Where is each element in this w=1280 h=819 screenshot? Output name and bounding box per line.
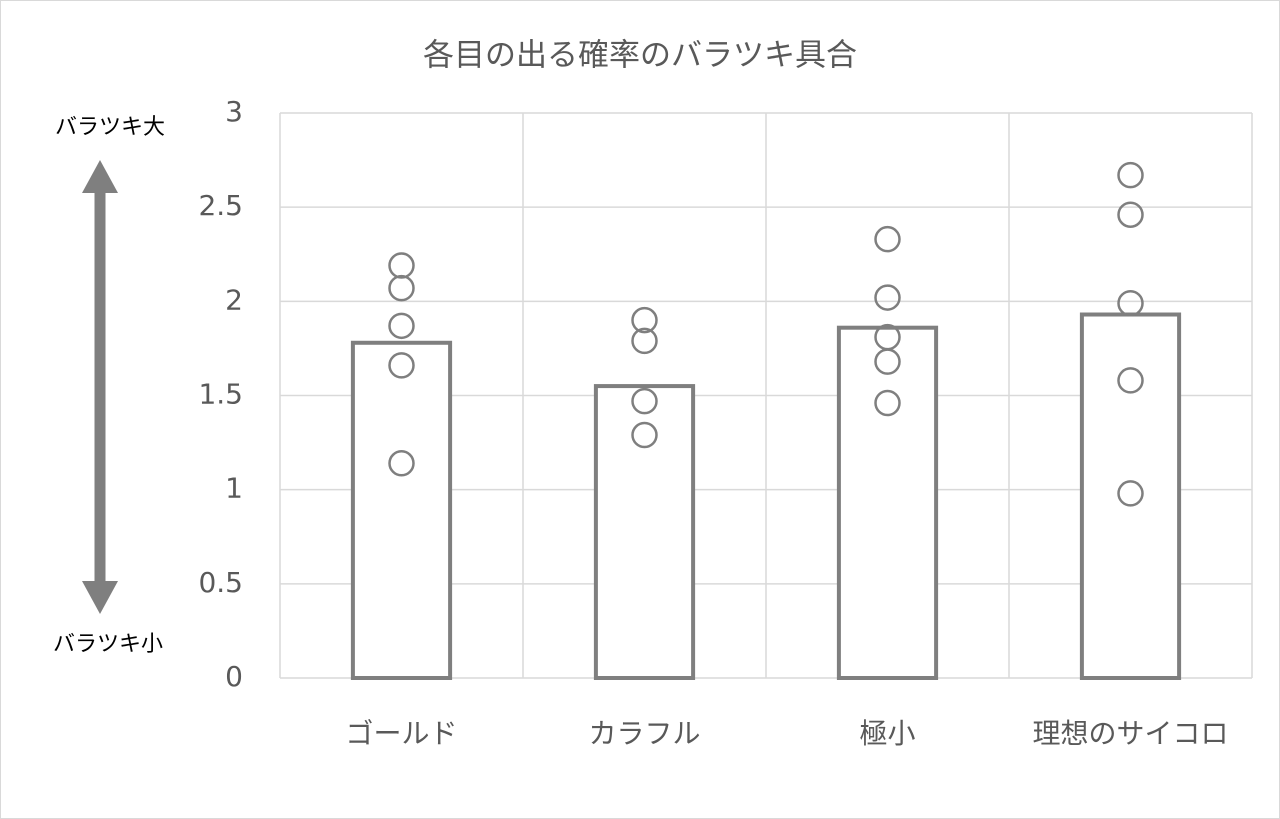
- bar: [836, 325, 939, 680]
- point: [388, 252, 415, 279]
- y-tick-label: 1.5: [198, 378, 243, 411]
- point: [631, 421, 658, 449]
- point: [631, 387, 658, 415]
- bar: [350, 340, 453, 680]
- point: [1117, 289, 1144, 317]
- chart-title: 各目の出る確率のバラツキ具合: [423, 38, 857, 74]
- x-tick-label: ゴールド: [345, 717, 457, 750]
- point: [388, 274, 415, 302]
- point: [631, 327, 658, 355]
- arrow-head-up: [82, 160, 118, 193]
- y-tick-label: 2.5: [198, 189, 243, 222]
- y-tick-label: 0.5: [198, 566, 243, 599]
- point: [874, 348, 901, 375]
- point: [874, 225, 901, 253]
- bar: [593, 384, 696, 680]
- y-tick-label: 0: [225, 660, 243, 693]
- arrow-head-down: [82, 581, 118, 614]
- y-tick-label: 3: [225, 95, 243, 128]
- y-tick-label: 2: [225, 283, 243, 316]
- y-tick-label: 1: [225, 472, 243, 505]
- point: [388, 352, 415, 379]
- point: [1117, 201, 1144, 228]
- annotation: バラツキ大: [55, 115, 165, 140]
- x-tick-label: カラフル: [588, 717, 700, 750]
- bar: [1079, 312, 1182, 680]
- x-tick-label: 理想のサイコロ: [1032, 717, 1228, 750]
- point: [631, 306, 658, 334]
- point: [1117, 480, 1144, 507]
- point: [388, 312, 415, 340]
- x-tick-label: 極小: [859, 717, 915, 750]
- point: [388, 450, 415, 477]
- annotation: バラツキ小: [53, 632, 163, 657]
- point: [1117, 367, 1144, 394]
- point: [1117, 161, 1144, 189]
- point: [874, 389, 901, 417]
- point: [874, 284, 901, 311]
